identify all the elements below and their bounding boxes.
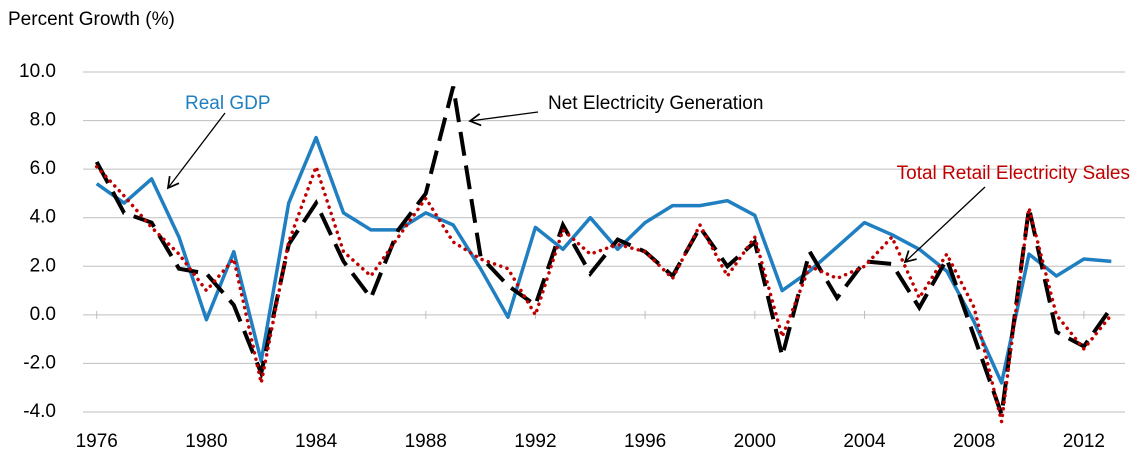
x-tick-label: 1988: [405, 431, 447, 452]
annotation-arrow: [903, 186, 986, 264]
y-tick-label: 0.0: [30, 304, 56, 325]
x-tick-label: 1984: [295, 431, 338, 452]
series-line: [94, 86, 1113, 416]
y-axis-title: Percent Growth (%): [8, 9, 175, 30]
y-tick-label: -2.0: [23, 352, 56, 373]
annotation: Real GDP: [185, 93, 271, 114]
x-tick-label: 1980: [185, 431, 227, 452]
x-tick-label: 2000: [734, 431, 776, 452]
y-tick-label: 2.0: [30, 255, 56, 276]
y-tick-label: 6.0: [30, 158, 56, 179]
annotation-arrow: [166, 112, 226, 190]
annotation: Total Retail Electricity Sales: [897, 163, 1130, 184]
x-tick-label: 1996: [624, 431, 666, 452]
y-tick-label: 4.0: [30, 207, 56, 228]
y-tick-label: 8.0: [30, 110, 56, 131]
x-tick-label: 2008: [953, 431, 995, 452]
grid: [83, 71, 1125, 413]
annotation: Net Electricity Generation: [548, 93, 763, 114]
annotation-arrow: [468, 111, 539, 127]
x-tick-label: 2012: [1063, 431, 1105, 452]
x-tick-label: 2004: [843, 431, 886, 452]
lines: [94, 86, 1114, 423]
y-tick-label: -4.0: [23, 401, 56, 422]
y-tick-label: 10.0: [19, 61, 56, 82]
x-tick-label: 1976: [76, 431, 118, 452]
x-tick-label: 1992: [514, 431, 556, 452]
series-line: [94, 161, 1114, 423]
